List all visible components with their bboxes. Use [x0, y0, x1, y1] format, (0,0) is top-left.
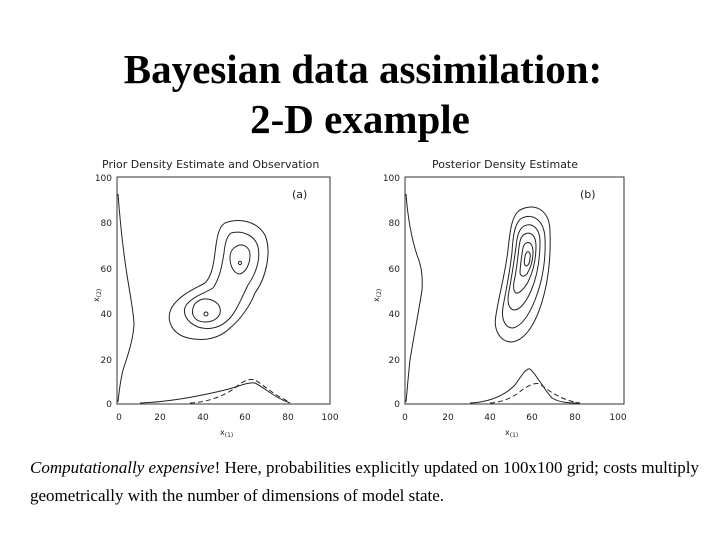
panel-a-xtick: 100: [321, 413, 338, 423]
panel-b-xtick: 80: [569, 413, 581, 423]
panel-a-xtick: 20: [154, 413, 166, 423]
panel-a-contours: [168, 220, 269, 341]
panel-a-contour-inner-upper: [229, 244, 251, 275]
panel-b-x-ticks: 0 20 40 60 80 100: [402, 413, 627, 423]
panel-a-xtick: 80: [282, 413, 294, 423]
panel-b-ytick: 0: [394, 400, 400, 410]
panel-b-title: Posterior Density Estimate: [432, 158, 578, 171]
slide-title-line1: Bayesian data assimilation:: [123, 46, 603, 92]
panel-a-xtick: 40: [197, 413, 209, 423]
panel-a-ytick: 80: [101, 219, 113, 229]
panel-b-xtick: 100: [609, 413, 626, 423]
panel-a-x-ticks: 0 20 40 60 80 100: [116, 413, 339, 423]
panel-a-mode-lower: [203, 311, 209, 317]
panel-a-contour-mid: [184, 231, 260, 330]
panel-b-xtick: 60: [526, 413, 538, 423]
panel-a-y-marginal: [117, 193, 135, 403]
panel-a-frame: [116, 176, 331, 405]
panel-b-contours: [494, 206, 551, 343]
panel-a-ytick: 100: [95, 174, 112, 184]
panel-b-ytick: 20: [389, 356, 401, 366]
panel-b-y-ticks: 0 20 40 60 80 100: [383, 174, 400, 410]
panel-b-label: (b): [580, 188, 596, 201]
panel-b-contour-1: [494, 206, 551, 343]
panel-b-contour-4: [513, 232, 537, 294]
panel-b-contour-2: [502, 215, 546, 329]
panel-a-x-marginal-solid: [139, 382, 291, 404]
panel-a-xlabel: x(1): [220, 428, 233, 439]
panel-a-y-ticks: 0 20 40 60 80 100: [95, 174, 112, 410]
panel-b-ytick: 60: [389, 265, 401, 275]
slide-title: Bayesian data assimilation: 2-D example: [0, 44, 720, 144]
panel-a-ytick: 0: [106, 400, 112, 410]
panel-b: Posterior Density Estimate (b) 0 20 40 6…: [372, 158, 627, 439]
panel-b-y-marginal: [405, 193, 423, 403]
panel-a-contour-inner-lower: [192, 298, 221, 323]
panel-b-x-marginal-dashed: [489, 383, 581, 404]
panel-b-ytick: 40: [389, 310, 401, 320]
panel-a-title: Prior Density Estimate and Observation: [102, 158, 319, 171]
panel-b-contour-5: [519, 242, 534, 277]
panel-b-xtick: 0: [402, 413, 408, 423]
panel-b-contour-6: [523, 251, 531, 267]
panel-a-x-marginal-dashed: [189, 379, 291, 404]
panel-a-ytick: 40: [101, 310, 113, 320]
panel-b-x-marginal-solid: [469, 368, 581, 404]
panel-b-ytick: 80: [389, 219, 401, 229]
panel-a-ylabel: x(2): [92, 289, 103, 302]
panel-b-frame: [404, 176, 625, 405]
panel-a-xtick: 0: [116, 413, 122, 423]
panel-b-ytick: 100: [383, 174, 400, 184]
caption-rest: ! Here, probabilities explicitly updated…: [30, 458, 700, 505]
panel-a-contour-outer: [168, 220, 269, 341]
panel-b-xlabel: x(1): [505, 428, 518, 439]
caption: Computationally expensive! Here, probabi…: [30, 454, 700, 510]
slide-title-line2: 2-D example: [250, 96, 470, 142]
panel-a-ytick: 20: [101, 356, 113, 366]
figure: Prior Density Estimate and Observation (…: [92, 158, 627, 439]
panel-a-ytick: 60: [101, 265, 113, 275]
panel-a-label: (a): [292, 188, 307, 201]
panel-a-mode-upper: [237, 260, 243, 266]
panel-b-xtick: 40: [484, 413, 496, 423]
panel-a: Prior Density Estimate and Observation (…: [92, 158, 339, 439]
caption-italic: Computationally expensive: [30, 458, 215, 477]
panel-a-xtick: 60: [239, 413, 251, 423]
panel-b-xtick: 20: [442, 413, 454, 423]
panel-b-ylabel: x(2): [372, 289, 383, 302]
panel-b-contour-3: [507, 224, 541, 311]
